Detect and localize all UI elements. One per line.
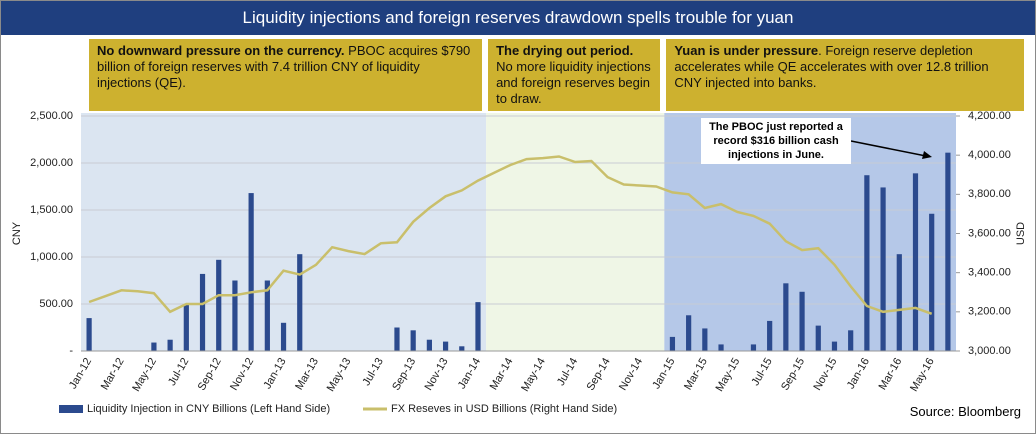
y2-tick-label: 3,800.00 xyxy=(968,188,1011,200)
x-tick-label: Jan-16 xyxy=(845,356,872,391)
x-tick-label: Jan-12 xyxy=(67,356,94,391)
x-tick-label: Mar-16 xyxy=(877,356,905,392)
y2-axis-title: USD xyxy=(1015,222,1027,245)
bar xyxy=(783,283,789,351)
bar xyxy=(718,344,724,351)
period-bg xyxy=(486,113,665,351)
chart-title: Liquidity injections and foreign reserve… xyxy=(1,1,1035,35)
bar xyxy=(264,280,270,351)
y2-tick-label: 3,400.00 xyxy=(968,267,1011,279)
bar xyxy=(815,325,821,351)
annotation: The drying out period. No more liquidity… xyxy=(488,39,661,111)
x-tick-label: Jul-12 xyxy=(166,356,191,388)
bar xyxy=(248,193,254,351)
y2-tick-label: 3,000.00 xyxy=(968,345,1011,357)
bar xyxy=(199,273,206,351)
x-tick-label: Mar-15 xyxy=(682,356,710,392)
bar xyxy=(864,175,870,351)
y2-tick-label: 4,000.00 xyxy=(968,149,1011,161)
x-tick-label: Sep-13 xyxy=(390,356,418,393)
callout: The PBOC just reported a record $316 bil… xyxy=(701,118,851,164)
bar xyxy=(216,259,222,351)
x-tick-label: Nov-13 xyxy=(423,356,451,393)
bar xyxy=(426,339,432,351)
bar xyxy=(232,280,238,351)
bar xyxy=(896,254,902,351)
bar xyxy=(929,213,935,351)
bar xyxy=(686,315,692,351)
y-tick-label: 500.00 xyxy=(39,298,73,310)
bar xyxy=(86,318,92,351)
x-tick-label: Jan-13 xyxy=(261,356,288,391)
x-tick-label: Mar-12 xyxy=(99,356,127,392)
x-tick-label: Nov-14 xyxy=(617,356,645,393)
bar xyxy=(848,330,854,351)
bar xyxy=(151,342,157,351)
x-tick-label: Mar-13 xyxy=(293,356,321,392)
bar xyxy=(880,187,886,351)
bar xyxy=(702,328,708,351)
bar xyxy=(750,344,757,351)
annotation: Yuan is under pressure. Foreign reserve … xyxy=(666,39,1024,111)
annotation-bold: Yuan is under pressure xyxy=(674,43,819,58)
annotation-bold: The drying out period. xyxy=(496,43,634,58)
callout-arrow xyxy=(850,140,927,157)
x-tick-label: Jul-15 xyxy=(749,356,774,388)
arrow-head xyxy=(922,151,932,159)
y-tick-label: 1,000.00 xyxy=(30,251,73,263)
annotation-text: PBOC acquires $790 billion of foreign re… xyxy=(97,43,471,90)
period-bg xyxy=(81,113,487,351)
x-tick-label: Nov-15 xyxy=(811,356,839,393)
x-tick-label: Jan-14 xyxy=(456,356,483,391)
bar xyxy=(475,302,481,351)
bar xyxy=(394,327,400,351)
x-tick-label: May-14 xyxy=(519,356,548,394)
x-tick-label: Jan-15 xyxy=(650,356,677,391)
x-tick-label: May-13 xyxy=(325,356,354,394)
bar xyxy=(669,336,676,351)
bar xyxy=(767,320,773,351)
x-tick-label: May-16 xyxy=(908,356,937,394)
source: Source: Bloomberg xyxy=(909,404,1021,419)
annotation-text: No more liquidity injections and foreign… xyxy=(496,59,651,106)
bar xyxy=(297,254,303,351)
y-tick-label: - xyxy=(69,345,73,357)
x-tick-label: Nov-12 xyxy=(228,356,256,393)
y2-tick-label: 3,600.00 xyxy=(968,227,1011,239)
annotation-text: . Foreign reserve depletion accelerates … xyxy=(674,43,989,90)
bar xyxy=(410,330,416,351)
bar xyxy=(459,346,465,351)
y-axis-title: CNY xyxy=(11,221,23,245)
bar xyxy=(912,173,919,351)
x-tick-label: Sep-14 xyxy=(585,356,613,393)
y2-tick-label: 3,200.00 xyxy=(968,306,1011,318)
x-tick-label: May-12 xyxy=(130,356,159,394)
x-tick-label: May-15 xyxy=(714,356,743,394)
annotation-bold: No downward pressure on the currency. xyxy=(97,43,345,58)
x-tick-label: Jul-13 xyxy=(361,356,386,388)
bar xyxy=(183,304,189,351)
legend-label: FX Reseves in USD Billions (Right Hand S… xyxy=(391,403,617,415)
bar xyxy=(831,341,838,351)
bar xyxy=(280,322,287,351)
line xyxy=(88,155,933,315)
x-tick-label: Sep-15 xyxy=(779,356,807,393)
annotation: No downward pressure on the currency. PB… xyxy=(89,39,483,111)
x-tick-label: Sep-12 xyxy=(196,356,224,393)
bar xyxy=(945,152,951,351)
legend-swatch xyxy=(59,405,83,413)
bar xyxy=(799,291,805,351)
x-tick-label: Mar-14 xyxy=(488,356,516,392)
y2-tick-label: 4,200.00 xyxy=(968,110,1011,122)
bar xyxy=(167,339,173,351)
y-tick-label: 2,500.00 xyxy=(30,110,73,122)
y-tick-label: 2,000.00 xyxy=(30,157,73,169)
bar xyxy=(442,341,449,351)
y-tick-label: 1,500.00 xyxy=(30,204,73,216)
legend-label: Liquidity Injection in CNY Billions (Lef… xyxy=(87,403,330,415)
x-tick-label: Jul-14 xyxy=(555,356,580,388)
